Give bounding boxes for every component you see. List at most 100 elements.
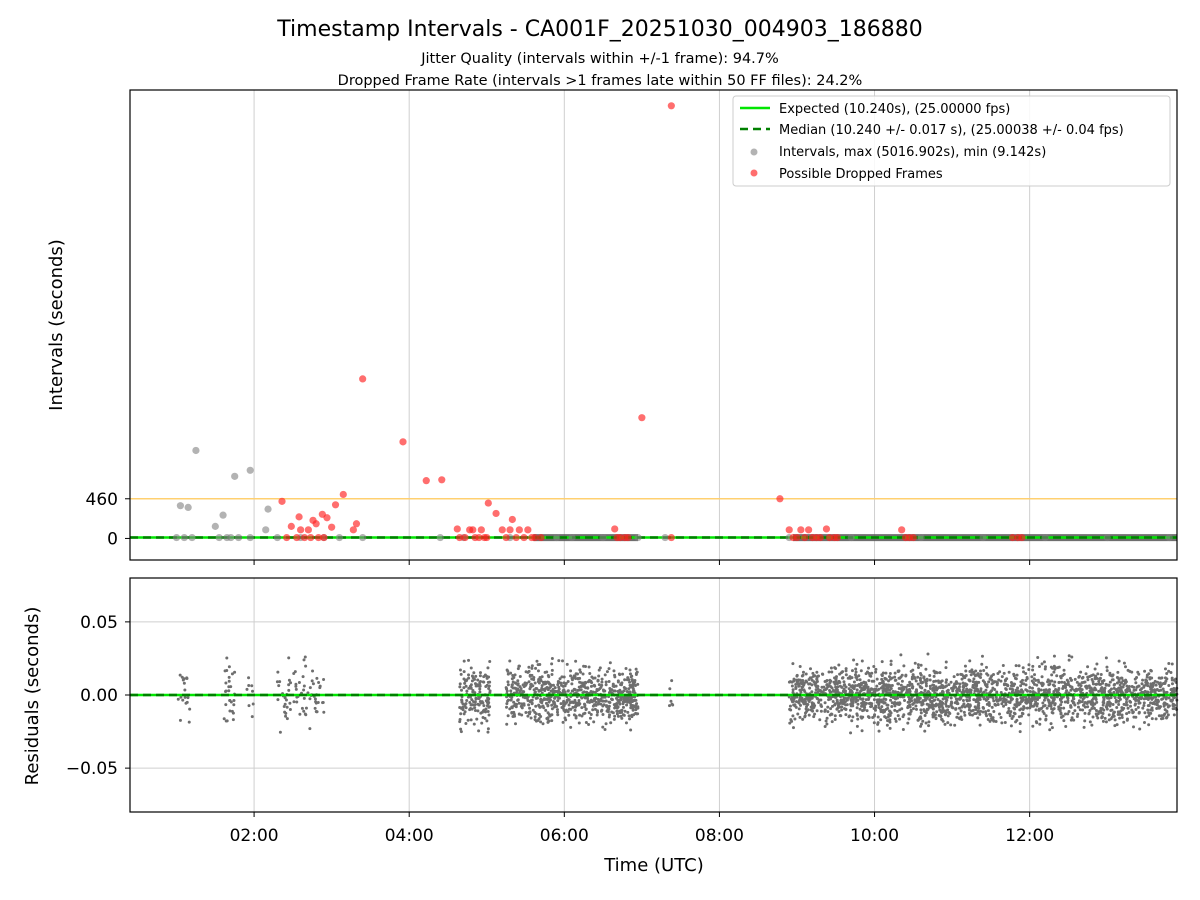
residual-point: [247, 704, 251, 708]
residual-point: [472, 722, 476, 726]
residual-point: [1174, 677, 1178, 681]
residual-point: [896, 670, 900, 674]
residual-point: [878, 682, 882, 686]
residual-point: [997, 678, 1001, 682]
residual-point: [1041, 701, 1045, 705]
residual-point: [623, 678, 627, 682]
residual-point: [282, 705, 286, 709]
residual-point: [844, 669, 848, 673]
dropped-frame-point: [537, 533, 545, 542]
residual-point: [474, 697, 478, 701]
residual-point: [580, 714, 584, 718]
residual-point: [584, 665, 588, 668]
residual-point: [506, 672, 510, 676]
residual-point: [947, 683, 951, 687]
residual-point: [1158, 705, 1162, 709]
residual-point: [478, 671, 482, 675]
residual-point: [283, 702, 287, 706]
residual-point: [982, 706, 986, 710]
residual-point: [889, 698, 893, 702]
residual-point: [1059, 676, 1063, 680]
residual-point: [1107, 683, 1111, 687]
residual-point: [813, 674, 817, 678]
residual-point: [1117, 678, 1121, 682]
residual-point: [836, 706, 840, 710]
residual-point: [995, 680, 999, 684]
residual-point: [1003, 720, 1007, 724]
residual-point: [1076, 701, 1080, 705]
residual-point: [902, 713, 906, 717]
residual-point: [595, 713, 599, 717]
residual-point: [1044, 714, 1048, 718]
residual-point: [543, 670, 547, 674]
residual-point: [1149, 690, 1153, 694]
residual-point: [539, 714, 543, 718]
residual-point: [509, 689, 513, 693]
residual-point: [466, 718, 470, 722]
residual-point: [579, 684, 583, 688]
residual-point: [880, 677, 884, 681]
residual-point: [616, 680, 620, 684]
residual-point: [1101, 700, 1105, 704]
residual-point: [222, 717, 226, 721]
residual-point: [923, 688, 927, 692]
residual-point: [968, 659, 972, 663]
residual-point: [586, 686, 590, 690]
residual-point: [989, 690, 993, 694]
residual-point: [991, 716, 995, 720]
residual-point: [1124, 665, 1128, 669]
residual-point: [628, 680, 632, 684]
residual-point: [858, 685, 862, 689]
interval-point: [211, 522, 219, 530]
interval-point: [335, 533, 343, 542]
residual-point: [790, 684, 794, 688]
residual-point: [550, 703, 554, 707]
residual-point: [828, 678, 832, 682]
residual-point: [887, 675, 891, 679]
residual-point: [978, 723, 982, 727]
residual-point: [1070, 655, 1074, 659]
residual-point: [890, 704, 894, 708]
residual-point: [1110, 715, 1114, 719]
residual-point: [569, 725, 573, 729]
residual-point: [963, 682, 967, 686]
residual-point: [505, 687, 509, 691]
residual-point: [469, 666, 473, 670]
residual-point: [512, 675, 516, 679]
residual-point: [844, 673, 848, 677]
residual-point: [671, 703, 675, 707]
residual-point: [1043, 665, 1047, 669]
residual-point: [1016, 689, 1020, 693]
residual-point: [791, 688, 795, 692]
residual-point: [668, 687, 672, 691]
residual-point: [250, 684, 254, 688]
residual-point: [302, 658, 306, 662]
residual-point: [459, 672, 463, 676]
residual-point: [567, 713, 571, 717]
residual-point: [797, 700, 801, 704]
residual-point: [569, 700, 573, 704]
residual-point: [1122, 683, 1126, 687]
residual-point: [462, 670, 466, 674]
residual-point: [1009, 681, 1013, 685]
residual-point: [564, 708, 568, 712]
residual-point: [1147, 672, 1151, 676]
dropped-frame-point: [469, 526, 477, 534]
residual-point: [577, 721, 581, 725]
residual-point: [1105, 707, 1109, 711]
residual-point: [607, 691, 611, 695]
residual-point: [223, 669, 227, 673]
residual-point: [513, 702, 517, 706]
residual-point: [974, 680, 978, 684]
residual-point: [1089, 689, 1093, 693]
residual-point: [1154, 683, 1158, 687]
residual-point: [462, 712, 466, 716]
residual-point: [470, 674, 474, 678]
residual-point: [613, 714, 617, 718]
dropped-frame-point: [422, 477, 430, 485]
residual-point: [574, 703, 578, 707]
residual-point: [487, 687, 491, 691]
residual-point: [936, 697, 940, 701]
residual-point: [1149, 701, 1153, 705]
residual-point: [520, 706, 524, 710]
